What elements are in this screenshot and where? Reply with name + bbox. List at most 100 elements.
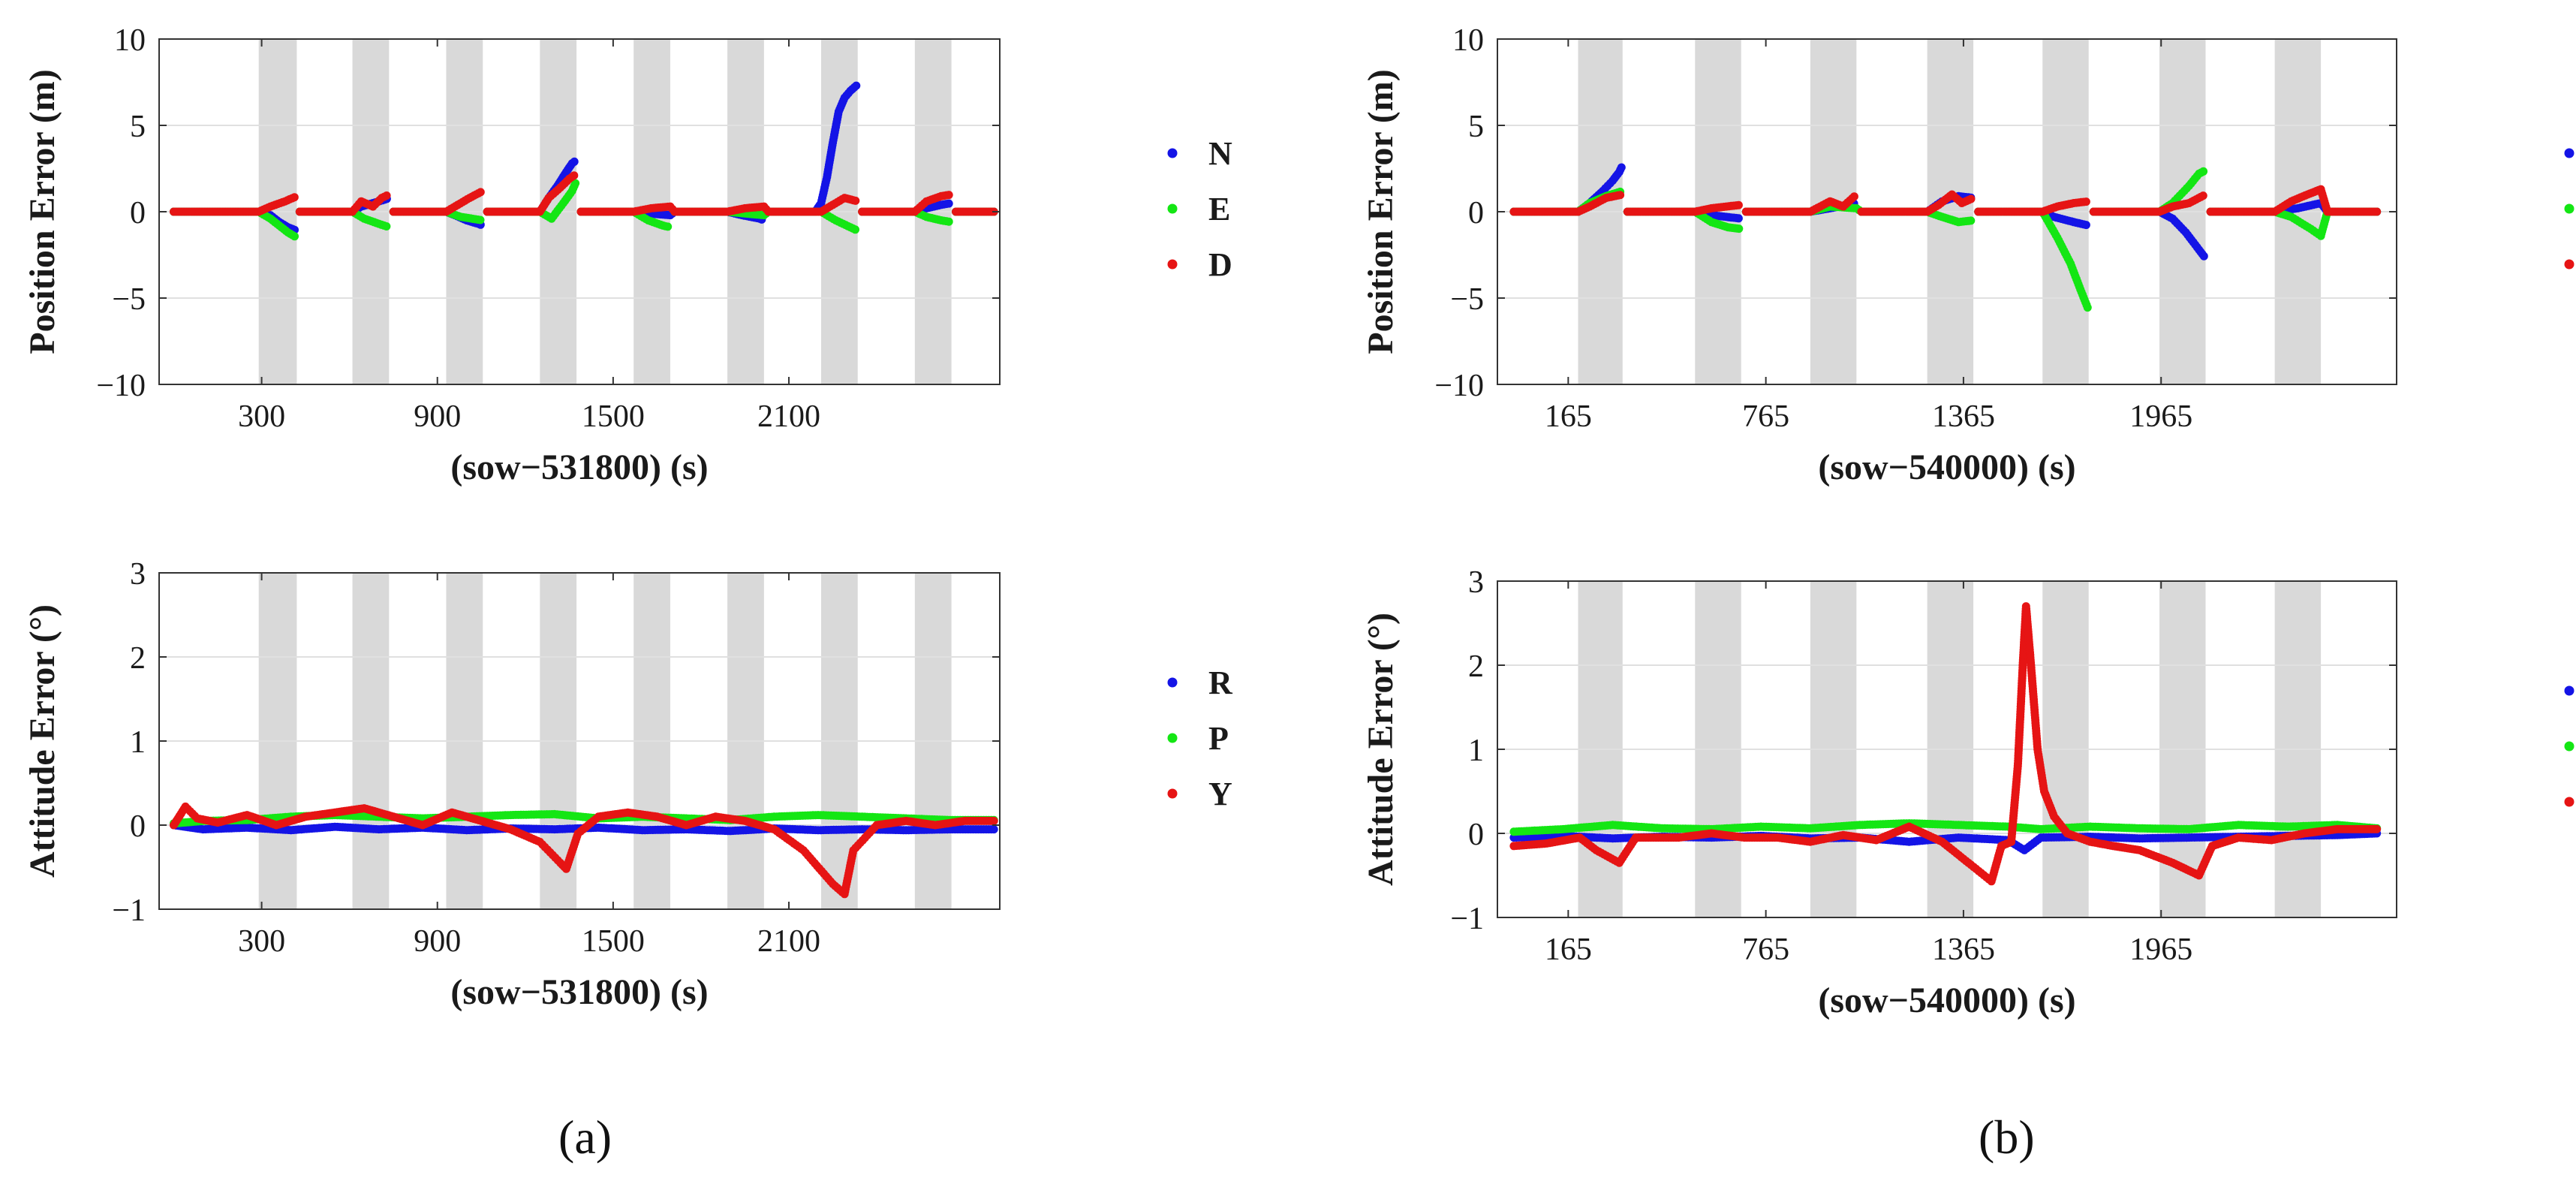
data-point-N [2200,252,2208,261]
y-axis-label: Position Error (m) [1361,69,1401,354]
x-tick-label: 765 [1742,932,1789,967]
data-point-N [852,82,860,90]
y-tick-label: −10 [96,369,146,403]
data-point-D [383,191,391,200]
legend-marker-E [1168,204,1178,214]
y-tick-label: −10 [1434,369,1484,403]
data-point-D [945,191,953,199]
legend-marker-D [1168,260,1178,270]
data-point-D [1735,201,1743,209]
legend-marker-N [1168,149,1178,158]
y-tick-label: 5 [130,110,146,144]
data-point-E [477,216,485,224]
data-point-E [2084,303,2092,312]
data-point-D [570,171,578,179]
legend-marker-Y [1168,789,1178,799]
legend-marker-P [1168,734,1178,743]
legend-marker-R [1168,678,1178,688]
x-tick-label: 1365 [1932,399,1995,434]
x-tick-label: 1500 [582,924,645,959]
y-tick-label: 2 [1468,649,1484,684]
data-point-E [851,225,859,233]
chart-a-position: −10 −5 0 5 10 300 900 1500 2100 (sow−531800) (s) P… [23,23,1232,487]
y-axis-label: Attitude Error (°) [1361,613,1401,886]
y-tick-label: 3 [130,557,146,592]
data-point-Y [990,817,998,825]
x-tick-label: 165 [1545,932,1592,967]
data-point-D [1967,195,1976,203]
chart-b-position: −10 −5 0 5 10 165 765 1365 1965 (sow−540000) (s) P… [1361,23,2576,487]
x-tick-label: 1965 [2129,399,2192,434]
legend: NED [1168,135,1233,283]
panel-label-a: (a) [558,1110,612,1165]
x-axis-label: (sow−531800) (s) [450,447,708,487]
y-tick-label: 3 [1468,565,1484,600]
legend-label-E: E [1208,191,1230,227]
data-point-D [2199,191,2207,200]
data-point-D [1850,192,1858,200]
x-axis-label: (sow−540000) (s) [1818,981,2075,1020]
y-tick-label: 5 [1468,110,1484,144]
y-tick-label: 1 [130,725,146,760]
y-tick-label: 0 [130,196,146,230]
data-point-N [1618,164,1626,172]
y-tick-label: −1 [112,893,146,928]
data-point-E [2199,167,2207,176]
data-point-N [2082,221,2090,229]
x-tick-label: 2100 [757,399,820,434]
data-point-E [382,222,390,230]
legend-label-R: R [1208,664,1233,701]
y-tick-label: 0 [1468,818,1484,852]
x-tick-label: 765 [1742,399,1789,434]
legend-marker-Y [2565,797,2574,807]
y-tick-label: 0 [130,809,146,844]
y-tick-label: 10 [1452,23,1484,58]
y-tick-label: 10 [114,23,146,58]
data-point-N [570,158,579,166]
data-point-E [1735,224,1743,233]
legend-label-P: P [1208,720,1229,757]
y-tick-label: −5 [1450,282,1484,317]
legend-label-N: N [1208,135,1232,172]
chart-b-attitude: −1 0 1 2 3 165 765 1365 1965 (sow−540000) (s) Atti… [1361,565,2576,1020]
x-axis-label: (sow−531800) (s) [450,972,708,1012]
data-point-E [1967,216,1975,224]
x-tick-label: 900 [414,399,461,434]
data-point-Y [2373,825,2381,833]
data-point-D [2082,197,2090,206]
y-tick-label: −1 [1450,902,1484,936]
x-tick-label: 1500 [582,399,645,434]
data-point-N [1735,214,1743,222]
x-axis-label: (sow−540000) (s) [1818,447,2075,487]
legend-marker-D [2565,260,2574,270]
legend: NED [2565,135,2576,283]
panel-label-b: (b) [1979,1110,2035,1165]
y-axis-label: Attitude Error (°) [23,604,62,878]
legend-label-Y: Y [1208,776,1232,812]
x-tick-label: 2100 [757,924,820,959]
y-tick-label: 1 [1468,734,1484,768]
legend: RPY [1168,664,1234,812]
data-point-D [477,188,485,196]
data-point-E [664,222,672,230]
data-point-N [945,200,953,208]
x-tick-label: 300 [238,924,285,959]
y-tick-label: 2 [130,641,146,676]
y-tick-label: −5 [112,282,146,317]
data-point-D [1616,191,1624,199]
x-tick-label: 1965 [2129,932,2192,967]
x-tick-label: 165 [1545,399,1592,434]
legend-label-D: D [1208,246,1232,283]
y-axis-label: Position Error (m) [23,69,62,354]
x-tick-label: 1365 [1932,932,1995,967]
legend-marker-R [2565,686,2574,696]
data-point-D [2373,208,2381,216]
x-tick-label: 300 [238,399,285,434]
data-point-E [290,232,299,240]
y-tick-label: 0 [1468,196,1484,230]
data-point-E [945,218,953,226]
legend-marker-E [2565,204,2574,214]
data-point-D [851,197,859,205]
